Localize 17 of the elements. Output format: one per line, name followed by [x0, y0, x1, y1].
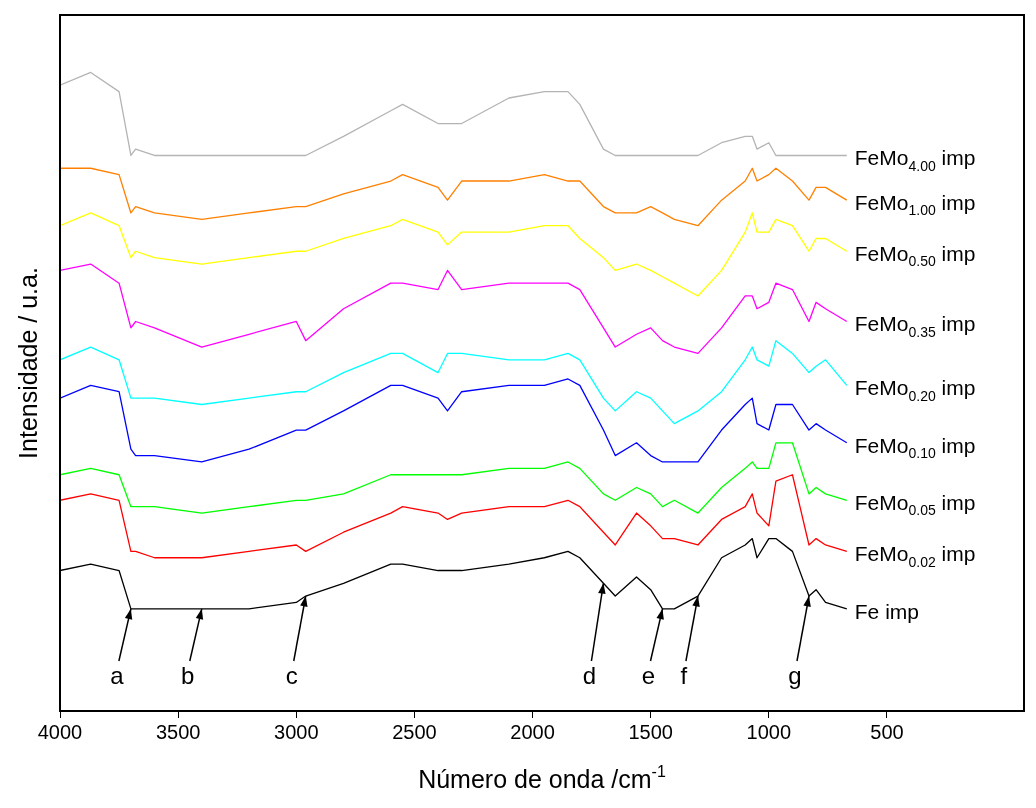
x-tick-label: 500	[870, 720, 904, 743]
x-tick-label: 4000	[37, 720, 83, 743]
annotation: f	[680, 661, 688, 689]
annotation: g	[788, 661, 802, 689]
x-tick-label: 1500	[628, 720, 673, 743]
annotation: e	[641, 661, 656, 689]
x-tick-label: 3000	[274, 720, 319, 743]
legend-label: Fe imp	[854, 599, 919, 623]
x-tick-label: 1000	[746, 720, 792, 743]
annotation: d	[582, 661, 597, 689]
y-axis-title: Intensidade / u.a.	[13, 267, 42, 459]
x-tick-label: 2000	[510, 720, 555, 743]
annotation: c	[285, 661, 298, 689]
x-tick-label: 2500	[392, 720, 437, 743]
annotation: a	[110, 661, 125, 689]
x-tick-label: 3500	[155, 720, 201, 743]
annotation: b	[181, 661, 195, 689]
